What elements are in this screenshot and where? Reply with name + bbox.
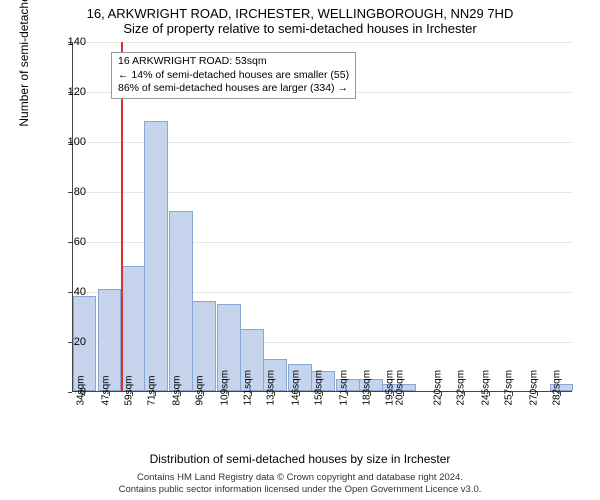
y-axis-label: Number of semi-detached properties [17,0,31,127]
ytick-mark [68,42,72,43]
xtick-mark [322,392,323,396]
footer-line1: Contains HM Land Registry data © Crown c… [0,472,600,484]
annotation-line3: 86% of semi-detached houses are larger (… [118,82,349,96]
xtick-mark [155,392,156,396]
annotation-box: 16 ARKWRIGHT ROAD: 53sqm ← 14% of semi-d… [111,52,356,99]
ytick-mark [68,192,72,193]
ytick-mark [68,242,72,243]
gridline [73,42,572,43]
histogram-bar [144,121,168,391]
histogram-bar [121,266,145,391]
xtick-mark [84,392,85,396]
xtick-mark [228,392,229,396]
xtick-mark [299,392,300,396]
annotation-line2: ← 14% of semi-detached houses are smalle… [118,69,349,83]
ytick-mark [68,392,72,393]
xtick-mark [274,392,275,396]
xtick-mark [512,392,513,396]
xtick-mark [464,392,465,396]
xtick-mark [560,392,561,396]
ytick-mark [68,92,72,93]
xtick-mark [403,392,404,396]
chart-title-block: 16, ARKWRIGHT ROAD, IRCHESTER, WELLINGBO… [0,0,600,36]
xtick-mark [489,392,490,396]
footer-line2: Contains public sector information licen… [0,484,600,496]
plot-region: 16 ARKWRIGHT ROAD: 53sqm ← 14% of semi-d… [72,42,572,392]
ytick-mark [68,142,72,143]
xtick-mark [109,392,110,396]
chart-area: Number of semi-detached properties 16 AR… [52,42,572,412]
xtick-mark [132,392,133,396]
xtick-mark [203,392,204,396]
xtick-mark [370,392,371,396]
histogram-bar [169,211,193,391]
title-main: 16, ARKWRIGHT ROAD, IRCHESTER, WELLINGBO… [0,6,600,21]
title-sub: Size of property relative to semi-detach… [0,21,600,36]
xtick-mark [347,392,348,396]
ytick-mark [68,292,72,293]
ytick-mark [68,342,72,343]
xtick-mark [441,392,442,396]
xtick-mark [537,392,538,396]
xtick-mark [251,392,252,396]
x-axis-label: Distribution of semi-detached houses by … [0,452,600,466]
annotation-line1: 16 ARKWRIGHT ROAD: 53sqm [118,55,349,69]
footer-attribution: Contains HM Land Registry data © Crown c… [0,472,600,496]
xtick-mark [180,392,181,396]
